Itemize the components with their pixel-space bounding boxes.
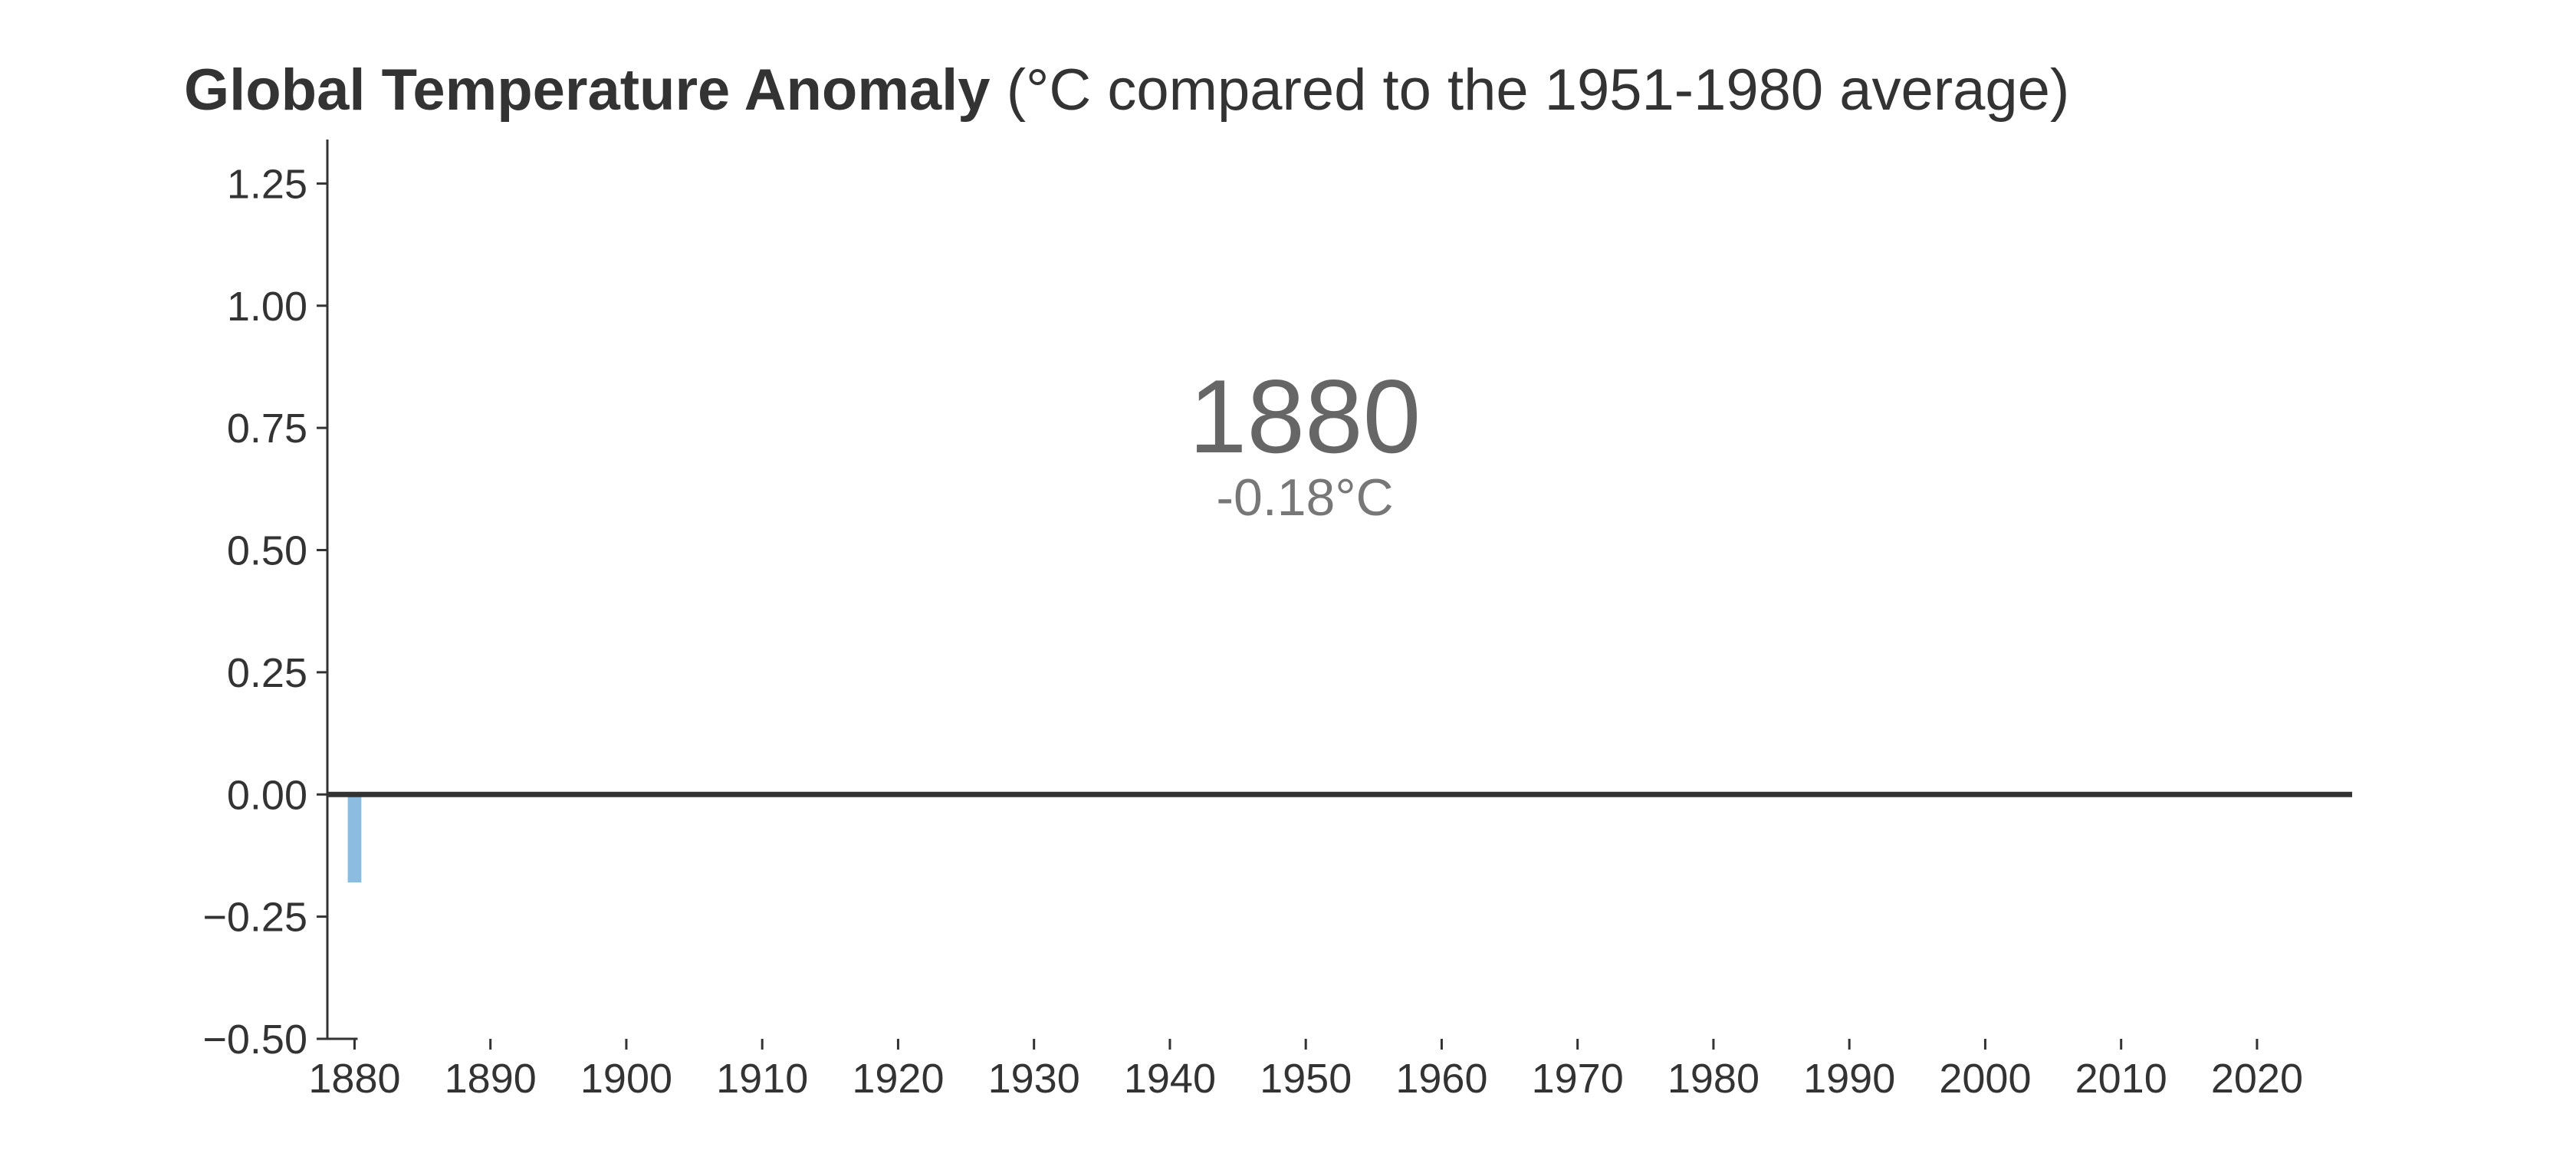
y-tick-label: 1.00 <box>227 284 307 330</box>
x-tick-label: 1880 <box>308 1056 400 1102</box>
x-tick-label: 1900 <box>580 1056 672 1102</box>
x-tick-label: 1890 <box>445 1056 537 1102</box>
bars-layer <box>347 794 362 882</box>
chart-title-bold: Global Temperature Anomaly <box>184 58 991 123</box>
x-tick-label: 1980 <box>1668 1056 1760 1102</box>
x-tick-label: 1930 <box>988 1056 1080 1102</box>
x-axis-ticks: 1880 1890 1900 1910 1920 1930 1940 1950 1960 1970… <box>308 1039 2303 1102</box>
x-tick-label: 2020 <box>2211 1056 2303 1102</box>
x-tick-label: 1960 <box>1395 1056 1487 1102</box>
chart-title-subtitle: (°C compared to the 1951-1980 average) <box>990 58 2070 123</box>
x-tick-label: 1920 <box>852 1056 944 1102</box>
y-tick-label: −0.25 <box>202 895 307 941</box>
x-tick-label: 1910 <box>716 1056 808 1102</box>
y-tick-label: 0.50 <box>227 528 307 574</box>
chart-title: Global Temperature Anomaly (°C compared … <box>184 57 2069 123</box>
x-tick-label: 1950 <box>1260 1056 1352 1102</box>
x-tick-label: 1990 <box>1803 1056 1895 1102</box>
x-tick-label: 1940 <box>1124 1056 1216 1102</box>
y-tick-label: 0.25 <box>227 650 307 696</box>
y-tick-label: 1.25 <box>227 161 307 207</box>
y-tick-label: 0.75 <box>227 406 307 452</box>
current-anomaly-value: -0.18°C <box>1216 468 1393 527</box>
y-tick-label: 0.00 <box>227 772 307 818</box>
x-tick-label: 2010 <box>2075 1056 2167 1102</box>
x-tick-label: 1970 <box>1532 1056 1624 1102</box>
current-year-label: 1880 <box>1189 358 1421 475</box>
bar-1880 <box>347 794 362 882</box>
y-axis-ticks: −0.50 −0.25 0.00 0.25 0.50 0.75 1.00 1.25 <box>202 161 327 1063</box>
x-tick-label: 2000 <box>1939 1056 2031 1102</box>
y-tick-label: −0.50 <box>202 1017 307 1063</box>
